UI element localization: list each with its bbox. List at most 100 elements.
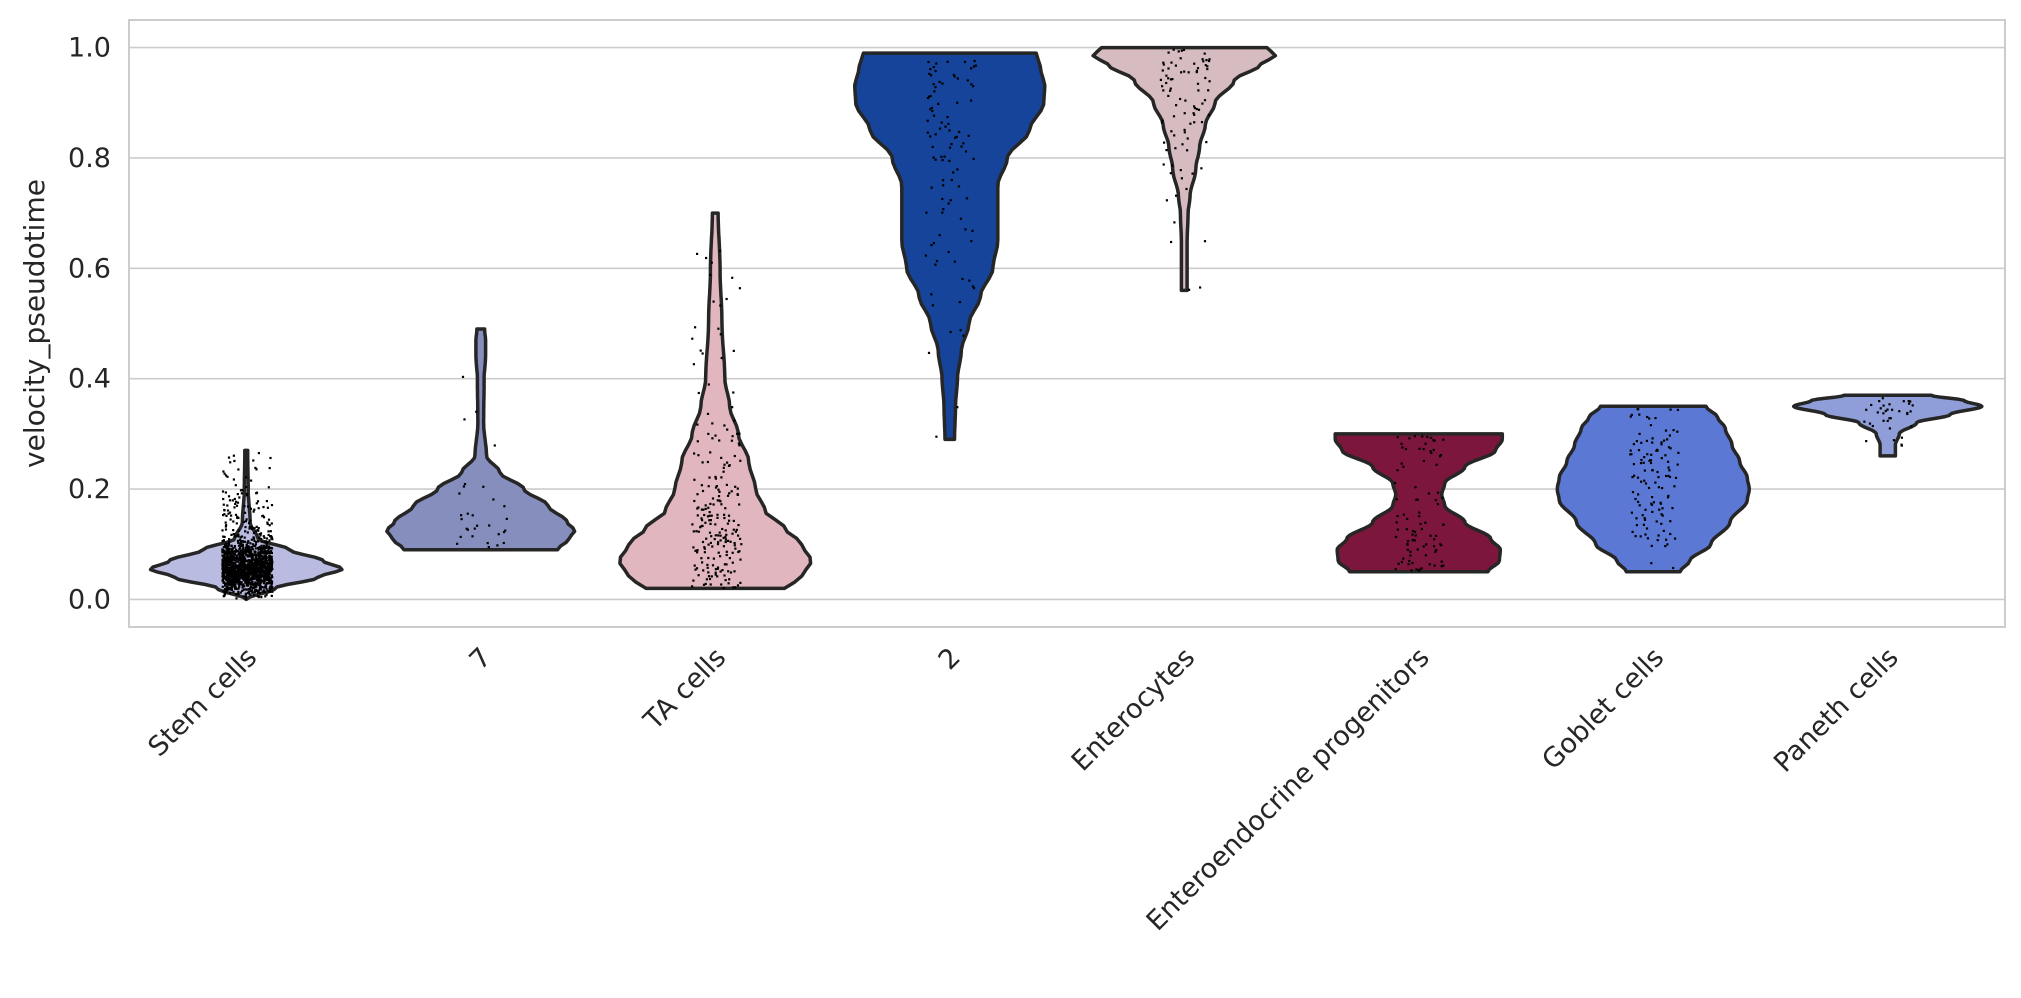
data-point xyxy=(266,546,269,549)
data-point xyxy=(228,561,231,564)
data-point xyxy=(719,333,722,336)
data-point xyxy=(247,540,250,543)
data-point xyxy=(237,468,240,471)
data-point xyxy=(1891,408,1894,411)
data-point xyxy=(1434,550,1437,553)
data-point xyxy=(707,556,710,560)
data-point xyxy=(247,548,250,551)
data-point xyxy=(251,543,254,546)
data-point xyxy=(244,520,247,523)
data-point xyxy=(706,515,710,518)
data-point xyxy=(725,550,728,553)
data-point xyxy=(222,595,225,598)
data-point xyxy=(1910,425,1913,428)
data-point xyxy=(1162,63,1165,66)
data-point xyxy=(466,528,469,531)
data-point xyxy=(239,542,242,545)
data-point xyxy=(245,476,248,479)
data-point xyxy=(252,558,255,561)
data-point xyxy=(254,576,257,579)
data-point xyxy=(223,588,227,591)
data-point xyxy=(1406,517,1409,520)
data-point xyxy=(256,500,260,503)
data-point xyxy=(734,485,737,488)
data-point xyxy=(734,547,737,550)
data-point xyxy=(270,563,274,566)
x-tick-label: Enterocytes xyxy=(1066,642,1201,777)
data-point xyxy=(1669,520,1672,523)
data-point xyxy=(270,558,273,561)
data-point xyxy=(729,540,732,543)
data-point xyxy=(261,568,264,571)
data-point xyxy=(262,570,265,573)
data-point xyxy=(929,94,932,98)
data-point xyxy=(230,578,233,581)
data-point xyxy=(234,502,237,505)
data-point xyxy=(263,564,266,567)
data-point xyxy=(221,550,224,553)
data-point xyxy=(932,66,935,69)
data-point xyxy=(1394,535,1398,538)
data-point xyxy=(1442,438,1445,441)
data-point xyxy=(1648,459,1651,462)
data-point xyxy=(1171,78,1174,81)
data-point xyxy=(271,567,274,570)
data-point xyxy=(725,533,728,536)
data-point xyxy=(245,554,248,557)
data-point xyxy=(1409,550,1412,553)
points-2 xyxy=(691,249,743,590)
data-point xyxy=(268,554,271,557)
data-point xyxy=(258,559,261,562)
points-5 xyxy=(1393,435,1445,572)
data-point xyxy=(249,593,252,596)
data-point xyxy=(234,553,237,556)
data-point xyxy=(268,575,271,578)
data-point xyxy=(716,516,719,519)
data-point xyxy=(1430,451,1433,455)
data-point xyxy=(931,304,934,307)
data-point xyxy=(245,518,248,521)
data-point xyxy=(1661,507,1664,510)
data-point xyxy=(228,579,231,582)
data-point xyxy=(732,349,735,352)
data-point xyxy=(722,536,725,539)
data-point xyxy=(1204,64,1207,67)
data-point xyxy=(258,591,261,595)
data-point xyxy=(726,494,730,497)
data-point xyxy=(229,564,232,567)
data-point xyxy=(1415,498,1418,501)
data-point xyxy=(1666,543,1669,546)
data-point xyxy=(1396,436,1399,439)
data-point xyxy=(929,108,932,111)
data-point xyxy=(227,563,230,567)
data-point xyxy=(724,529,727,532)
data-point xyxy=(221,568,224,571)
data-point xyxy=(226,509,230,512)
data-point xyxy=(1657,486,1660,489)
data-point xyxy=(239,572,242,575)
data-point xyxy=(699,349,702,352)
data-point xyxy=(1643,517,1646,520)
data-point xyxy=(1406,542,1409,545)
data-point xyxy=(1879,407,1882,410)
data-point xyxy=(709,519,712,522)
data-point xyxy=(237,550,240,553)
data-point xyxy=(231,499,234,502)
data-point xyxy=(261,565,264,568)
data-point xyxy=(706,460,709,464)
data-point xyxy=(954,136,957,139)
data-point xyxy=(731,561,734,564)
data-point xyxy=(241,540,244,543)
data-point xyxy=(226,557,229,560)
data-point xyxy=(1193,107,1197,110)
data-point xyxy=(251,555,254,558)
data-point xyxy=(232,454,235,457)
data-point xyxy=(719,539,722,542)
data-point xyxy=(249,586,252,589)
data-point xyxy=(222,581,225,584)
data-point xyxy=(934,133,937,136)
data-point xyxy=(696,507,699,510)
data-point xyxy=(242,550,245,553)
data-point xyxy=(266,551,270,554)
data-point xyxy=(1631,491,1635,494)
